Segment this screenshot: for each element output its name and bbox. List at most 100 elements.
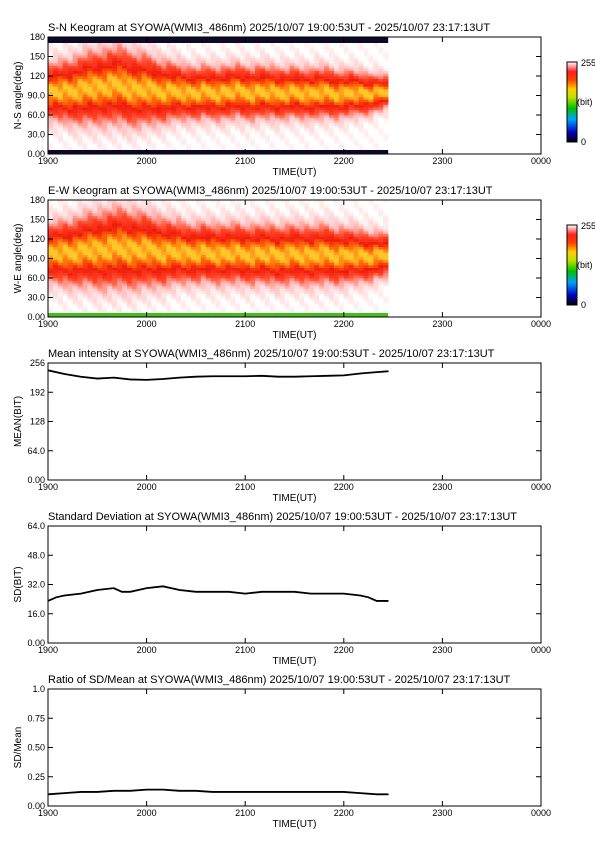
y-axis-label: N-S angle(deg) bbox=[13, 62, 24, 130]
x-tick-label: 2100 bbox=[235, 319, 255, 329]
data-point-sd-5 bbox=[113, 587, 115, 589]
panel-title-mean: Mean intensity at SYOWA(WMI3_486nm) 2025… bbox=[48, 348, 495, 360]
data-point-ratio-8 bbox=[178, 790, 181, 792]
x-tick-label: 2100 bbox=[235, 645, 255, 655]
panel-title-sn: S-N Keogram at SYOWA(WMI3_486nm) 2025/10… bbox=[48, 22, 490, 34]
data-point-sd-3 bbox=[80, 593, 82, 595]
x-tick-label: 2200 bbox=[334, 319, 354, 329]
x-tick-label: 0000 bbox=[531, 319, 551, 329]
x-tick-label: 2200 bbox=[334, 808, 354, 818]
y-axis-label: SD/Mean bbox=[13, 727, 24, 769]
data-point-sd-15 bbox=[244, 593, 246, 595]
x-tick-label: 1900 bbox=[38, 319, 58, 329]
data-point-sd-10 bbox=[162, 585, 164, 587]
data-point-mean-9 bbox=[195, 376, 197, 378]
data-point-mean-6 bbox=[146, 379, 148, 381]
panel-title-sd: Standard Deviation at SYOWA(WMI3_486nm) … bbox=[48, 511, 517, 523]
data-point-ratio-18 bbox=[343, 791, 345, 793]
data-point-ratio-1 bbox=[63, 792, 66, 794]
data-point-mean-5 bbox=[129, 378, 131, 381]
y-axis-label: W-E angle(deg) bbox=[13, 224, 24, 294]
y-tick-label: 0.75 bbox=[27, 713, 45, 723]
data-point-mean-13 bbox=[261, 375, 263, 377]
data-point-ratio-15 bbox=[293, 791, 296, 793]
data-point-mean-2 bbox=[80, 376, 82, 378]
x-tick-label: 2300 bbox=[432, 482, 452, 492]
x-tick-label: 0000 bbox=[531, 482, 551, 492]
data-point-ratio-6 bbox=[146, 789, 148, 791]
y-tick-label: 150 bbox=[30, 215, 45, 225]
y-tick-label: 0.00 bbox=[27, 638, 45, 648]
data-point-mean-11 bbox=[228, 375, 230, 377]
y-tick-label: 30.0 bbox=[27, 130, 45, 140]
x-tick-label: 0000 bbox=[531, 808, 551, 818]
data-point-mean-4 bbox=[113, 377, 115, 379]
data-point-sd-4 bbox=[96, 589, 98, 591]
data-point-mean-17 bbox=[326, 375, 328, 377]
data-point-mean-15 bbox=[293, 376, 296, 378]
x-tick-label: 2100 bbox=[235, 482, 255, 492]
series-line-mean bbox=[47, 369, 389, 381]
colorbar-unit-label: (bit) bbox=[577, 260, 593, 270]
data-point-sd-23 bbox=[367, 596, 370, 598]
data-point-sd-8 bbox=[137, 589, 139, 591]
data-point-sd-24 bbox=[376, 600, 378, 602]
y-tick-label: 90.0 bbox=[27, 91, 45, 101]
y-tick-label: 120 bbox=[30, 234, 45, 244]
data-point-mean-19 bbox=[359, 372, 361, 375]
y-tick-label: 0.00 bbox=[27, 149, 45, 159]
y-tick-label: 60.0 bbox=[27, 110, 45, 120]
data-point-mean-10 bbox=[211, 375, 213, 377]
y-tick-label: 128 bbox=[30, 417, 45, 427]
y-tick-label: 150 bbox=[30, 52, 45, 62]
data-point-ratio-12 bbox=[244, 791, 246, 793]
data-point-ratio-13 bbox=[261, 791, 263, 793]
data-point-ratio-19 bbox=[359, 792, 361, 794]
plot-frame-mean bbox=[47, 362, 542, 481]
series-line-ratio bbox=[47, 788, 389, 796]
data-point-ratio-2 bbox=[80, 791, 82, 793]
data-point-sd-20 bbox=[326, 593, 328, 595]
y-axis-label: MEAN(BIT) bbox=[13, 396, 24, 447]
y-tick-label: 192 bbox=[30, 387, 45, 397]
y-tick-label: 256 bbox=[30, 358, 45, 368]
y-tick-label: 0.00 bbox=[27, 801, 45, 811]
data-point-ratio-10 bbox=[211, 791, 213, 793]
sn-top-dark-strip bbox=[48, 37, 389, 43]
data-point-sd-22 bbox=[359, 594, 361, 597]
data-point-ratio-21 bbox=[387, 793, 389, 795]
y-tick-label: 64.0 bbox=[27, 446, 45, 456]
data-point-sd-7 bbox=[129, 591, 131, 593]
data-point-sd-9 bbox=[146, 587, 148, 589]
data-point-sd-14 bbox=[228, 591, 230, 593]
y-tick-label: 0.00 bbox=[27, 312, 45, 322]
keogram-image-ew bbox=[48, 200, 389, 318]
panel-title-ratio: Ratio of SD/Mean at SYOWA(WMI3_486nm) 20… bbox=[48, 674, 511, 686]
y-tick-label: 48.0 bbox=[27, 550, 45, 560]
data-point-sd-13 bbox=[211, 591, 213, 593]
x-tick-label: 1900 bbox=[38, 156, 58, 166]
data-point-mean-3 bbox=[96, 377, 98, 380]
data-point-mean-16 bbox=[310, 375, 312, 377]
x-tick-label: 1900 bbox=[38, 482, 58, 492]
data-point-ratio-5 bbox=[129, 790, 131, 792]
y-tick-label: 90.0 bbox=[27, 254, 45, 264]
series-line-sd bbox=[47, 585, 389, 602]
colorbar-ew bbox=[566, 224, 578, 306]
colorbar-max-label: 255 bbox=[581, 58, 595, 68]
x-tick-label: 1900 bbox=[38, 808, 58, 818]
y-tick-label: 60.0 bbox=[27, 273, 45, 283]
y-axis-label: SD(BIT) bbox=[13, 566, 24, 602]
x-tick-label: 2300 bbox=[432, 156, 452, 166]
x-tick-label: 2100 bbox=[235, 808, 255, 818]
x-axis-label: TIME(UT) bbox=[273, 167, 317, 178]
x-tick-label: 2200 bbox=[334, 156, 354, 166]
data-point-mean-8 bbox=[178, 377, 181, 379]
keogram-image-sn bbox=[48, 37, 389, 155]
data-point-mean-1 bbox=[63, 373, 66, 375]
x-tick-label: 2000 bbox=[137, 156, 157, 166]
colorbar-sn bbox=[566, 61, 578, 143]
x-tick-label: 1900 bbox=[38, 645, 58, 655]
y-tick-label: 180 bbox=[30, 32, 45, 42]
